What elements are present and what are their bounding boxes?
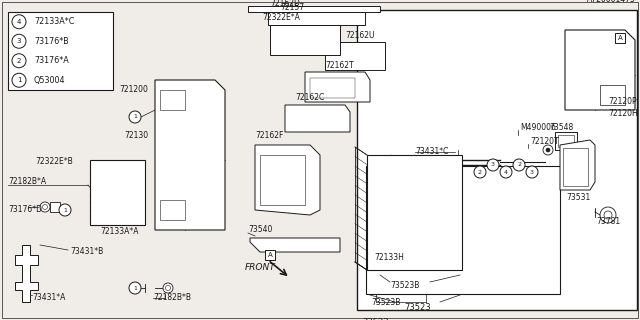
Polygon shape [248, 6, 380, 12]
Text: 72322E*B: 72322E*B [35, 157, 73, 166]
Polygon shape [270, 25, 340, 55]
Text: 73523B: 73523B [390, 281, 419, 290]
Circle shape [163, 283, 173, 293]
Circle shape [129, 111, 141, 123]
Text: 3: 3 [530, 170, 534, 174]
Text: 2: 2 [517, 163, 521, 167]
Text: 72120P: 72120P [608, 98, 637, 107]
Bar [367, 155, 462, 270]
Text: 73781: 73781 [596, 218, 620, 227]
Text: 73523: 73523 [362, 318, 388, 320]
Bar [90, 160, 145, 225]
Text: 73176*B: 73176*B [34, 37, 68, 46]
Bar [615, 33, 625, 43]
Bar [50, 202, 60, 212]
Text: A720001475: A720001475 [587, 0, 636, 4]
Text: 73548: 73548 [549, 123, 573, 132]
Circle shape [500, 166, 512, 178]
Polygon shape [285, 105, 350, 132]
Polygon shape [255, 145, 320, 215]
Text: 73176*D: 73176*D [8, 205, 42, 214]
Text: 72162T: 72162T [326, 60, 355, 69]
Text: A: A [618, 35, 622, 41]
Text: 72157: 72157 [280, 3, 304, 12]
Text: 72120H: 72120H [608, 108, 637, 117]
Circle shape [40, 202, 50, 212]
Circle shape [546, 148, 550, 152]
Text: 73431*C: 73431*C [415, 148, 449, 156]
Text: M490006: M490006 [520, 124, 556, 132]
Text: 72120T: 72120T [530, 138, 559, 147]
Circle shape [12, 73, 26, 87]
Text: 73531: 73531 [566, 194, 590, 203]
Bar [160, 90, 185, 110]
Text: 4: 4 [504, 170, 508, 174]
Bar [265, 250, 275, 260]
Bar [366, 166, 560, 294]
Text: 3: 3 [17, 38, 21, 44]
Polygon shape [268, 12, 365, 25]
Text: Q53004: Q53004 [34, 76, 65, 85]
Text: 73540: 73540 [248, 226, 273, 235]
Bar [160, 200, 185, 220]
Text: 1: 1 [133, 115, 137, 119]
Text: 1: 1 [63, 207, 67, 212]
Text: 72322E*A: 72322E*A [262, 13, 300, 22]
Text: FRONT: FRONT [245, 263, 276, 273]
Text: 72182B*B: 72182B*B [153, 293, 191, 302]
Text: 73431*A: 73431*A [32, 293, 65, 302]
Bar [8, 12, 113, 90]
Polygon shape [155, 80, 225, 230]
Polygon shape [15, 245, 38, 302]
Text: 73523: 73523 [404, 303, 431, 313]
Text: 72162D: 72162D [270, 0, 300, 9]
Text: 72162U: 72162U [345, 31, 375, 41]
Text: 1: 1 [17, 77, 21, 83]
Polygon shape [560, 140, 595, 190]
Text: 2: 2 [17, 58, 21, 64]
Text: 72133A*C: 72133A*C [34, 17, 74, 26]
Text: 72162F: 72162F [255, 131, 284, 140]
Circle shape [513, 159, 525, 171]
Circle shape [59, 204, 71, 216]
Circle shape [12, 15, 26, 29]
Text: 2: 2 [478, 170, 482, 174]
Bar [357, 10, 637, 310]
Bar [600, 85, 625, 105]
Text: 73431*B: 73431*B [70, 247, 103, 257]
Bar [563, 148, 588, 186]
Text: 73176*A: 73176*A [34, 56, 68, 65]
Circle shape [474, 166, 486, 178]
Text: 72130: 72130 [124, 131, 148, 140]
Circle shape [487, 159, 499, 171]
Bar [555, 132, 577, 150]
Text: 72162C: 72162C [296, 93, 324, 102]
Text: 73523B: 73523B [371, 298, 401, 307]
Text: 3: 3 [491, 163, 495, 167]
Text: A: A [268, 252, 273, 258]
Text: 4: 4 [17, 19, 21, 25]
Circle shape [12, 54, 26, 68]
Text: 72133H: 72133H [374, 253, 404, 262]
Circle shape [526, 166, 538, 178]
Text: 1: 1 [133, 285, 137, 291]
Polygon shape [565, 30, 635, 110]
Circle shape [600, 207, 616, 223]
Text: 721200: 721200 [119, 85, 148, 94]
Bar [310, 78, 355, 98]
Circle shape [129, 282, 141, 294]
Text: 72182B*A: 72182B*A [8, 178, 46, 187]
Bar [558, 135, 574, 147]
Bar [260, 155, 305, 205]
Text: 72133A*A: 72133A*A [100, 228, 140, 236]
Polygon shape [305, 72, 370, 102]
Circle shape [12, 34, 26, 48]
Polygon shape [250, 238, 340, 252]
Polygon shape [325, 42, 385, 70]
